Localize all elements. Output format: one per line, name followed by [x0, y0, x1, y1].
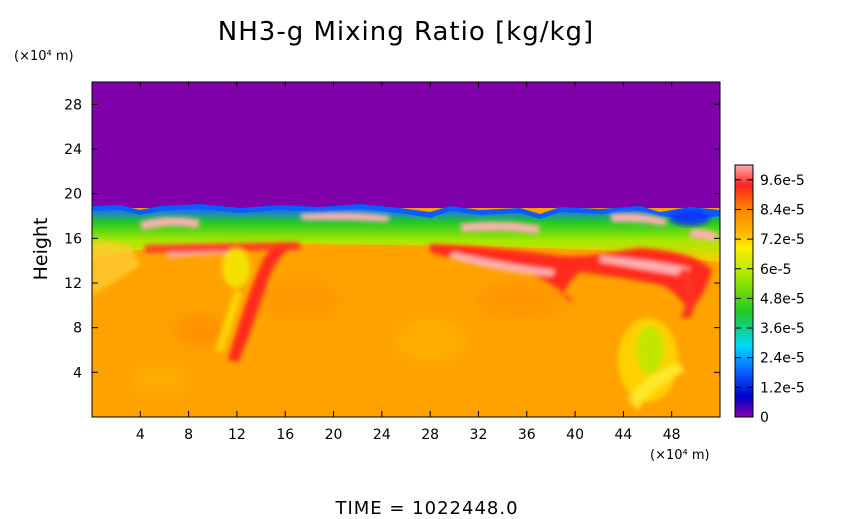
y-axis-label: Height [30, 218, 52, 281]
y-axis-unit: (×10⁴ m) [14, 49, 74, 64]
plot-frame [91, 81, 721, 418]
colorbar-ticks: 0 1.2e-5 2.4e-5 3.6e-5 4.8e-5 6e-5 7.2e-5 8.4e-… [735, 173, 805, 426]
x-tick-label: 8 [184, 427, 193, 443]
colorbar-label: 9.6e-5 [760, 173, 805, 189]
x-tick-label: 36 [518, 427, 536, 443]
chart-title: NH3-g Mixing Ratio [kg/kg] [218, 17, 594, 47]
colorbar-label: 6e-5 [760, 262, 791, 278]
y-tick-label: 20 [64, 187, 82, 203]
y-tick-label: 8 [73, 321, 82, 337]
heatmap-swirls [130, 280, 565, 394]
x-tick-label: 12 [228, 427, 246, 443]
x-tick-label: 20 [325, 427, 343, 443]
x-tick-label: 40 [566, 427, 584, 443]
colorbar-label: 1.2e-5 [760, 380, 805, 396]
y-tick-label: 12 [64, 276, 82, 292]
colorbar-label: 2.4e-5 [760, 351, 805, 367]
heatmap-region-upper [92, 82, 720, 208]
x-tick-label: 48 [663, 427, 681, 443]
x-axis-ticks: 4 8 12 16 20 24 28 32 36 40 44 48 [136, 82, 681, 443]
heatmap-right-cell [618, 318, 684, 410]
y-tick-label: 16 [64, 231, 82, 247]
colorbar-label: 8.4e-5 [760, 202, 805, 218]
time-label: TIME = 1022448.0 [334, 498, 518, 519]
x-tick-label: 24 [373, 427, 391, 443]
colorbar-label: 4.8e-5 [760, 291, 805, 307]
heatmap-plumes [140, 212, 718, 362]
y-tick-label: 4 [73, 365, 82, 381]
x-tick-label: 32 [470, 427, 488, 443]
y-axis-ticks: 4 8 12 16 20 24 28 [64, 97, 720, 381]
heatmap-region-left-edge [92, 240, 140, 295]
heatmap-field [92, 82, 720, 417]
y-tick-label: 24 [64, 142, 82, 158]
y-tick-label: 28 [64, 97, 82, 113]
x-tick-label: 28 [421, 427, 439, 443]
heatmap-blue-pocket [670, 210, 710, 226]
x-axis-unit: (×10⁴ m) [650, 448, 710, 463]
heatmap-region-mixing-band [92, 209, 720, 262]
colorbar-label: 0 [760, 410, 769, 426]
x-tick-label: 16 [276, 427, 294, 443]
colorbar [734, 164, 754, 418]
colorbar-label: 7.2e-5 [760, 232, 805, 248]
x-tick-label: 4 [136, 427, 145, 443]
x-tick-label: 44 [614, 427, 632, 443]
colorbar-label: 3.6e-5 [760, 321, 805, 337]
